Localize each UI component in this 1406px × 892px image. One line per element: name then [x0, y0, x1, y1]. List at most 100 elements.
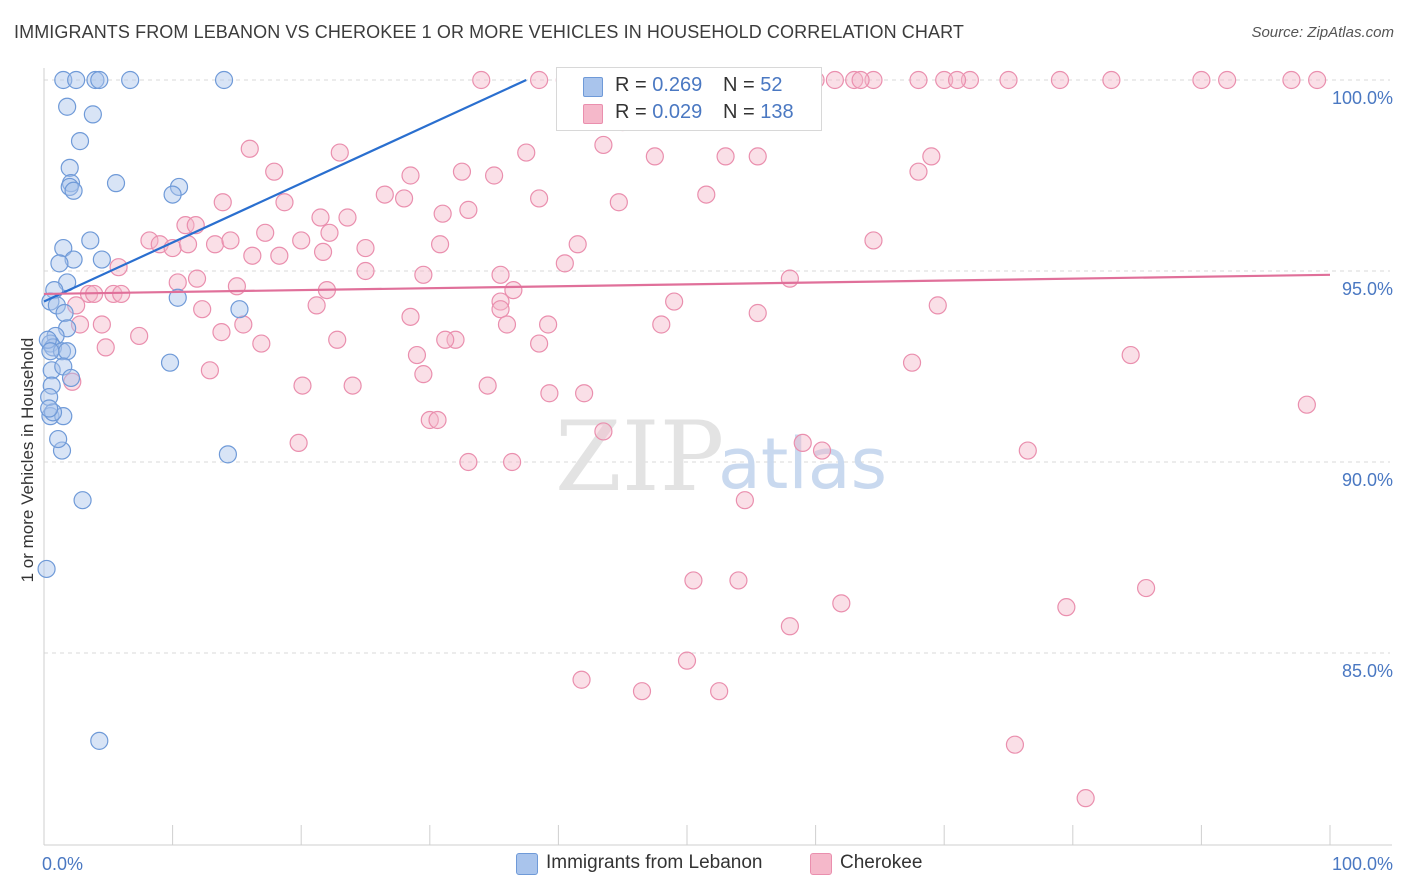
lebanon-point [214, 70, 234, 90]
lebanon-point [64, 250, 83, 269]
cherokee-point [645, 147, 664, 166]
cherokee-point [780, 617, 799, 636]
cherokee-point [200, 361, 219, 380]
cherokee-point [320, 223, 339, 242]
lebanon-point [168, 288, 187, 307]
cherokee-point [428, 410, 447, 430]
cherokee-point [999, 70, 1018, 90]
cherokee-point [845, 70, 864, 90]
cherokee-point [716, 147, 735, 166]
legend-n-label: N = [723, 74, 761, 96]
cherokee-point [491, 265, 510, 284]
cherokee-point [748, 303, 767, 323]
cherokee-point [433, 204, 452, 223]
lebanon-point [163, 185, 182, 204]
lebanon-point [58, 97, 77, 116]
cherokee-point [420, 410, 439, 430]
cherokee-point [293, 376, 312, 395]
cherokee-point [485, 166, 504, 185]
series-swatch-cherokee [810, 853, 832, 875]
axes [43, 68, 1392, 846]
cherokee-point [1005, 735, 1025, 754]
cherokee-point [851, 70, 870, 90]
cherokee-point [356, 261, 375, 281]
lebanon-point [42, 376, 61, 395]
legend-r-label: R = [615, 101, 653, 123]
cherokee-point [825, 70, 844, 90]
cherokee-point [665, 292, 684, 311]
cherokee-point [140, 231, 159, 250]
legend-r-value: 0.029 [652, 101, 703, 123]
lebanon-point [90, 731, 109, 750]
chart-title: IMMIGRANTS FROM LEBANON VS CHEROKEE 1 OR… [14, 22, 964, 42]
lebanon-point [106, 174, 126, 193]
trend-lines [43, 79, 1331, 303]
cherokee-point [780, 269, 799, 288]
cherokee-point [1308, 70, 1327, 90]
cherokee-point [864, 70, 883, 90]
cherokee-point [1192, 70, 1211, 90]
cherokee-point [330, 143, 349, 162]
cherokee-point [472, 70, 491, 90]
cherokee-point [677, 651, 697, 670]
cherokee-point [1297, 395, 1316, 414]
cherokee-point [517, 143, 536, 162]
cherokee-point [313, 242, 333, 261]
cherokee-point [212, 323, 231, 342]
lebanon-point [49, 429, 68, 449]
x-tick-label-max: 100.0% [1332, 854, 1393, 874]
lebanon-point [37, 559, 56, 579]
cherokee-point [478, 376, 497, 395]
cherokee-point [697, 185, 716, 204]
cherokee-point [497, 315, 517, 334]
lebanon-point [81, 231, 100, 250]
cherokee-point [594, 135, 613, 155]
lebanon-point [70, 132, 90, 151]
cherokee-point [407, 345, 427, 365]
cherokee-point [96, 338, 115, 357]
cherokee-point [414, 265, 433, 284]
lebanon-point [42, 361, 61, 380]
cherokee-point [446, 330, 465, 349]
cherokee-point [1137, 578, 1156, 598]
cherokee-point [540, 384, 559, 403]
lebanon-point [67, 70, 86, 90]
cherokee-point [394, 189, 414, 208]
cherokee-point [459, 200, 478, 219]
cherokee-point [684, 571, 703, 590]
cherokee-point [338, 208, 357, 227]
cherokee-point [922, 147, 941, 166]
cherokee-point [311, 208, 330, 227]
cherokee-point [864, 231, 883, 250]
cherokee-point [539, 315, 558, 334]
lebanon-point [86, 70, 105, 90]
cherokee-point [710, 682, 729, 701]
tick-labels: 100.0% 95.0% 90.0% 85.0% 0.0% 100.0% [42, 88, 1393, 874]
series-label-lebanon: Immigrants from Lebanon [546, 852, 763, 873]
lebanon-point [230, 300, 249, 319]
cherokee-point [555, 254, 574, 273]
series-label-cherokee: Cherokee [840, 852, 923, 873]
lebanon-point [160, 353, 180, 372]
cherokee-point [375, 185, 394, 204]
cherokee-point [575, 384, 594, 403]
lebanon-point [58, 342, 77, 361]
cherokee-point [452, 162, 472, 181]
cherokee-point [652, 315, 671, 334]
legend-swatch-cherokee [583, 104, 603, 124]
cherokee-point [221, 231, 240, 250]
lebanon-point [50, 254, 69, 273]
cherokee-point [130, 326, 149, 346]
cherokee-point [256, 223, 275, 242]
series-legend: Immigrants from Lebanon Cherokee [0, 852, 1406, 878]
cherokee-point [1057, 598, 1076, 617]
cherokee-point [168, 273, 187, 292]
cherokee-point [594, 422, 613, 441]
cherokee-point [793, 433, 812, 452]
cherokee-point [240, 139, 259, 158]
cherokee-point [1121, 345, 1140, 365]
cherokee-point [289, 433, 308, 452]
cherokee-point [902, 353, 922, 372]
cherokee-point [275, 193, 294, 212]
cherokee-point [1282, 70, 1301, 90]
